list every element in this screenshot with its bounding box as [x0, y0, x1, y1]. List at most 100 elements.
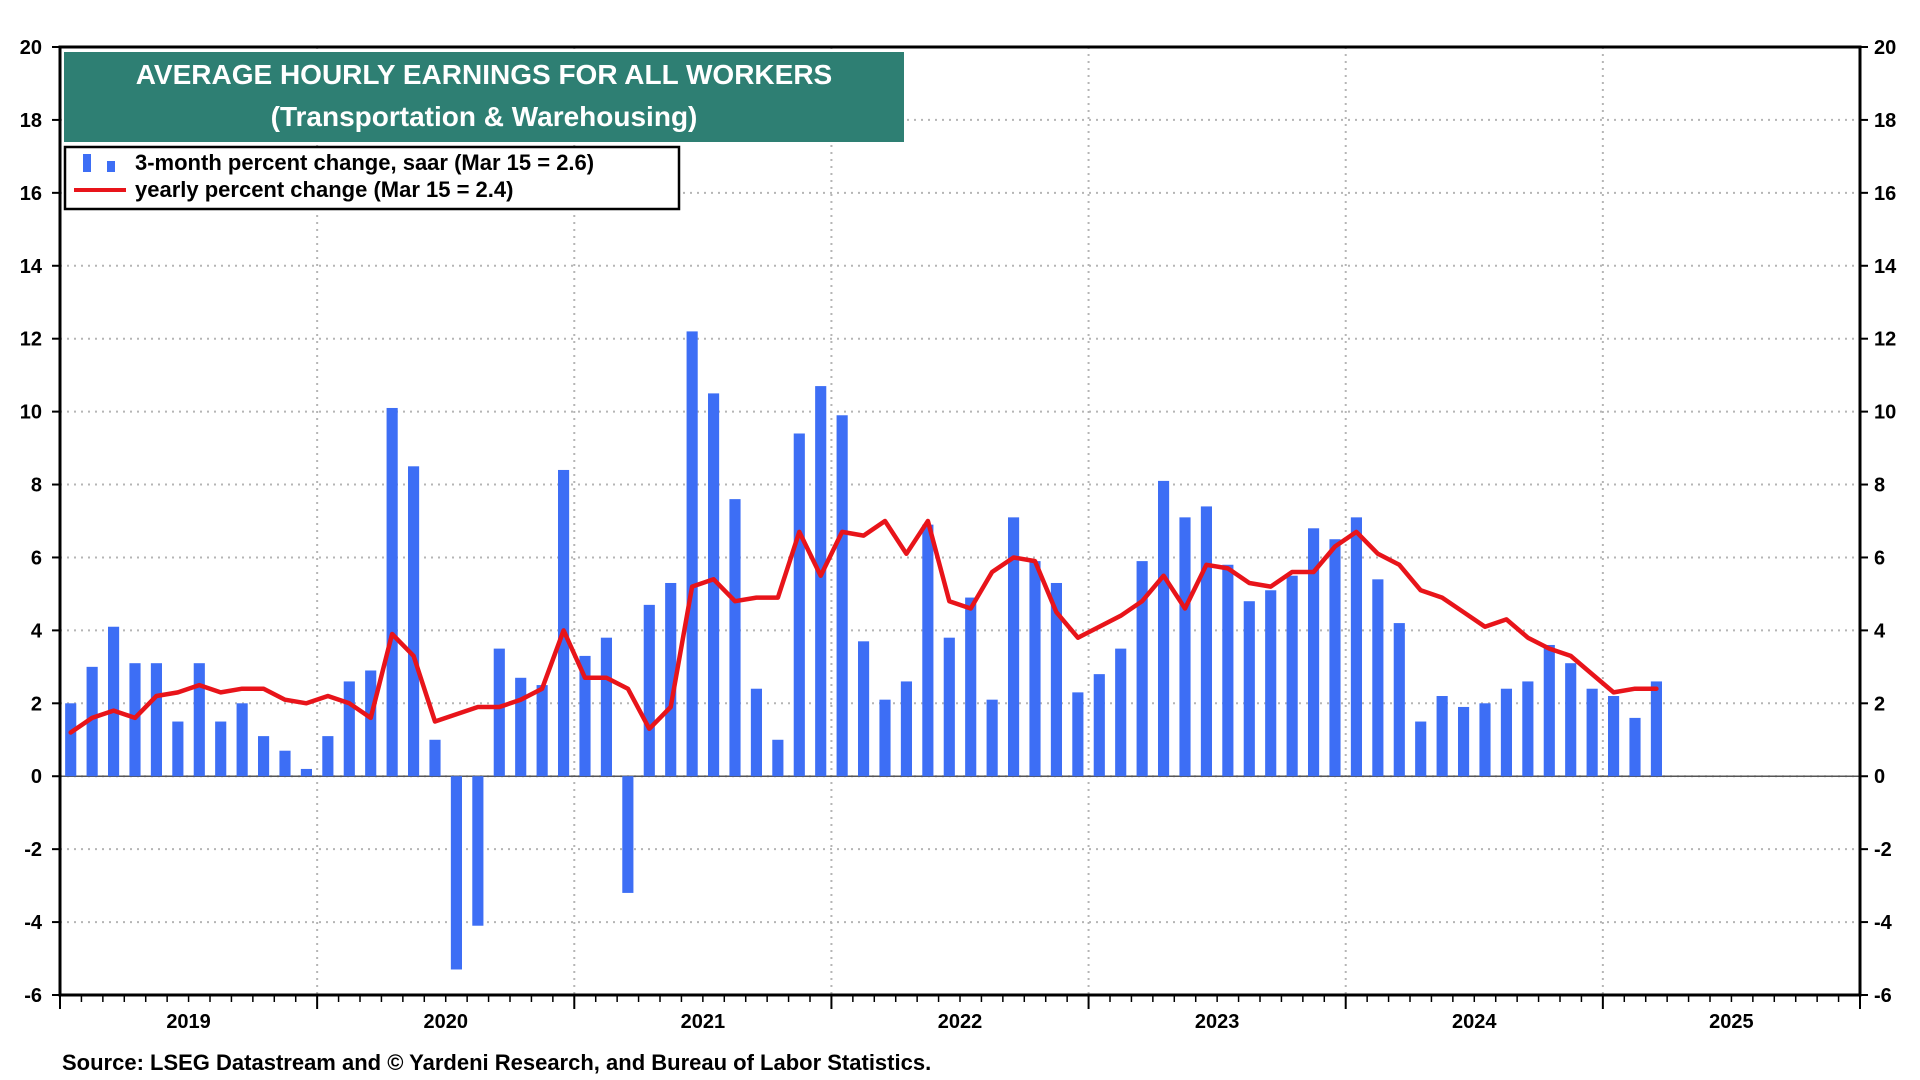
legend-box	[63, 145, 681, 211]
y-tick-label-right: 2	[1874, 693, 1885, 715]
bar	[665, 582, 677, 777]
line-series	[68, 518, 1659, 735]
bar	[579, 655, 591, 777]
bar	[879, 699, 891, 777]
bar	[1050, 582, 1062, 777]
legend-label-bars: 3-month percent change, saar (Mar 15 = 2…	[135, 150, 594, 175]
bar	[1350, 517, 1362, 777]
bar	[536, 685, 548, 777]
y-tick-label-right: -2	[1874, 839, 1892, 861]
bar	[922, 524, 934, 777]
bar	[1479, 703, 1491, 777]
bar	[729, 499, 741, 777]
bar	[172, 721, 184, 777]
bar	[515, 677, 527, 777]
y-tick-label-left: 12	[20, 329, 42, 351]
bar	[1393, 623, 1405, 777]
bar	[1608, 696, 1620, 777]
bar	[493, 648, 505, 777]
y-tick-label-left: 14	[20, 256, 43, 278]
bar	[300, 768, 312, 777]
bar	[408, 466, 420, 777]
y-tick-label-left: -4	[24, 912, 43, 934]
y-tick-label-left: 10	[20, 402, 42, 424]
title-box: AVERAGE HOURLY EARNINGS FOR ALL WORKERS …	[64, 52, 904, 142]
bar	[1158, 480, 1170, 777]
y-tick-label-right: 10	[1874, 402, 1896, 424]
x-tick-label: 2023	[1195, 1011, 1240, 1033]
bar	[1072, 692, 1084, 777]
bar	[193, 663, 205, 777]
bar	[1029, 561, 1041, 777]
y-axis-right: -6 -4 -2 0 2 4 6 8 10 12 14 16 18 20	[1860, 37, 1897, 1007]
x-tick-label: 2020	[423, 1011, 468, 1033]
legend: 3-month percent change, saar (Mar 15 = 2…	[63, 145, 681, 211]
bar	[279, 750, 291, 777]
y-tick-label-right: -6	[1874, 985, 1892, 1007]
legend-bar-swatch	[83, 154, 115, 172]
bar	[1329, 539, 1341, 777]
bar	[236, 703, 248, 777]
bar	[322, 736, 334, 777]
x-tick-label: 2022	[938, 1011, 983, 1033]
y-tick-label-right: 0	[1874, 766, 1885, 788]
y-tick-label-right: 6	[1874, 547, 1885, 569]
bar	[965, 597, 977, 777]
x-tick-label: 2021	[681, 1011, 726, 1033]
source-note: Source: LSEG Datastream and © Yardeni Re…	[62, 1050, 931, 1075]
y-tick-label-left: 6	[31, 547, 42, 569]
bar	[1436, 696, 1448, 777]
bar	[986, 699, 998, 777]
bar-series	[65, 331, 1662, 970]
y-tick-label-left: 2	[31, 693, 42, 715]
bar	[86, 666, 98, 777]
y-tick-label-right: 4	[1874, 620, 1886, 642]
bar	[643, 604, 655, 777]
y-tick-label-left: 20	[20, 37, 42, 59]
bar	[1265, 590, 1277, 777]
bar	[1629, 717, 1641, 777]
bar	[1458, 706, 1470, 777]
y-tick-label-left: 18	[20, 110, 42, 132]
y-tick-label-right: 16	[1874, 183, 1896, 205]
bar	[1222, 564, 1234, 777]
y-tick-label-left: -2	[24, 839, 42, 861]
bar	[450, 776, 462, 970]
bar	[943, 637, 955, 777]
y-tick-label-left: -6	[24, 985, 42, 1007]
bar	[1586, 688, 1598, 777]
bar	[772, 739, 784, 777]
x-tick-label: 2019	[166, 1011, 211, 1033]
yearly-change-line	[68, 518, 1659, 735]
y-tick-label-right: 14	[1874, 256, 1897, 278]
bar	[622, 776, 634, 893]
bar	[365, 670, 377, 777]
x-tick-label: 2025	[1709, 1011, 1754, 1033]
chart-title: AVERAGE HOURLY EARNINGS FOR ALL WORKERS	[136, 59, 832, 90]
bar	[1115, 648, 1127, 777]
bar	[708, 393, 720, 777]
bar	[258, 736, 270, 777]
bar	[1286, 575, 1298, 777]
title-background	[64, 52, 904, 142]
bar	[215, 721, 227, 777]
bar	[150, 663, 162, 777]
bar	[472, 776, 484, 926]
bar	[558, 469, 570, 777]
bar	[1500, 688, 1512, 777]
bar	[386, 407, 398, 777]
bar	[1136, 561, 1148, 777]
bar	[815, 386, 827, 777]
bar	[1008, 517, 1020, 777]
bar	[1543, 644, 1555, 777]
bar	[1308, 528, 1320, 777]
y-tick-label-right: 20	[1874, 37, 1896, 59]
bar	[750, 688, 762, 777]
y-tick-label-left: 16	[20, 183, 42, 205]
bar	[65, 703, 77, 777]
bar	[343, 681, 355, 777]
bar	[108, 626, 120, 777]
bar	[1565, 663, 1577, 777]
bar	[1522, 681, 1534, 777]
